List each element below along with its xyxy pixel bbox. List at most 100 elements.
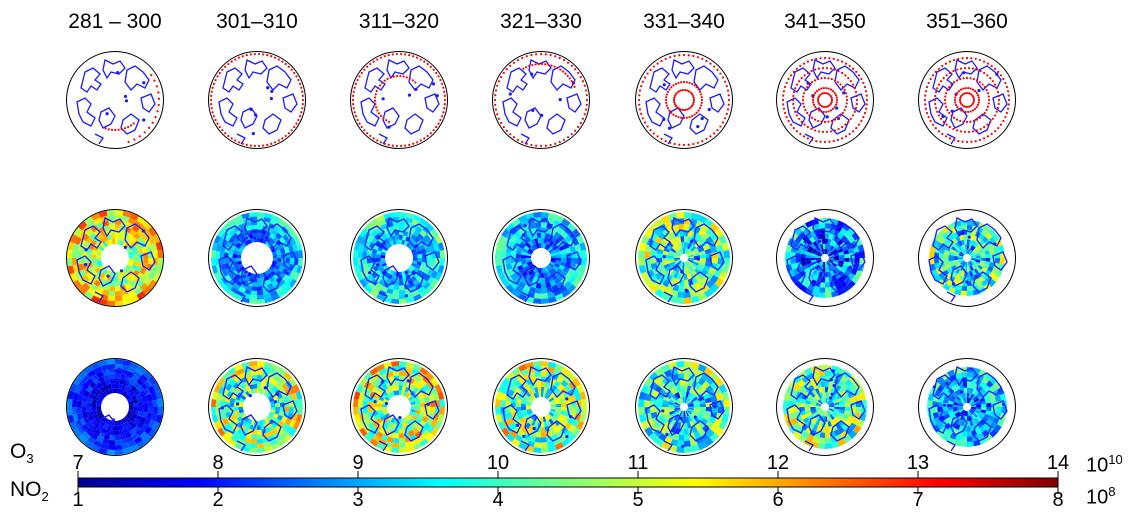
heat-cell xyxy=(139,431,149,441)
sampling-point xyxy=(713,132,716,135)
heat-cell xyxy=(948,258,954,262)
heat-cell xyxy=(272,258,278,262)
heat-cell xyxy=(128,217,137,225)
heat-cell xyxy=(825,243,828,249)
heat-cell xyxy=(684,422,688,429)
sampling-point xyxy=(374,96,377,99)
heat-cell xyxy=(567,371,577,381)
heat-cell xyxy=(812,397,818,403)
sampling-point xyxy=(851,67,855,70)
heat-cell xyxy=(417,286,426,294)
sampling-point xyxy=(956,91,959,95)
heat-cell xyxy=(948,411,955,417)
heat-cell xyxy=(937,228,946,237)
heat-cell xyxy=(229,266,236,273)
heat-cell xyxy=(792,430,802,440)
sampling-point xyxy=(583,113,586,116)
heat-cell xyxy=(984,372,993,381)
heat-cell xyxy=(947,381,955,389)
heat-cell xyxy=(687,258,694,262)
heat-cell xyxy=(558,413,565,420)
heat-cell xyxy=(960,436,967,442)
heat-cell xyxy=(121,293,130,301)
heat-cell xyxy=(433,243,440,252)
sampling-point xyxy=(816,98,820,102)
heat-cell xyxy=(978,248,985,254)
island-mark xyxy=(245,236,249,240)
heat-cell xyxy=(638,413,647,423)
sampling-point xyxy=(977,98,981,102)
heat-cell xyxy=(672,224,680,232)
heat-cell xyxy=(551,235,558,243)
coastline-segment xyxy=(950,107,968,129)
heat-cell xyxy=(417,393,424,400)
heat-cell xyxy=(957,269,963,276)
heat-cell xyxy=(709,371,720,382)
heat-cell xyxy=(581,407,587,415)
coastline-segment xyxy=(124,223,150,249)
coastline-segment xyxy=(928,97,948,127)
heat-cell xyxy=(412,279,420,286)
heat-cell xyxy=(401,271,406,277)
heat-cell xyxy=(268,383,275,390)
sampling-point xyxy=(564,72,567,75)
heat-cell xyxy=(667,431,675,439)
heat-cell xyxy=(280,430,289,439)
heat-cell xyxy=(554,247,561,253)
sampling-point xyxy=(804,108,807,112)
heat-cell xyxy=(579,414,587,423)
heat-cell xyxy=(970,409,975,413)
heat-cell xyxy=(380,372,389,380)
sampling-point xyxy=(672,84,675,87)
o3-map-4 xyxy=(491,208,591,308)
heat-cell xyxy=(274,264,281,271)
polar-map xyxy=(918,51,1016,149)
heat-cell xyxy=(541,272,545,279)
heat-cell xyxy=(221,269,229,277)
heat-cell xyxy=(434,384,443,393)
heat-cell xyxy=(553,277,561,285)
heat-cell xyxy=(684,397,688,404)
heat-cell xyxy=(689,414,695,421)
island-mark xyxy=(661,409,665,413)
island-mark xyxy=(662,83,666,87)
heat-cell xyxy=(107,214,115,221)
sampling-point xyxy=(825,130,829,134)
heat-cell xyxy=(405,366,414,373)
heat-cell xyxy=(837,232,845,240)
heat-cell xyxy=(391,275,396,281)
heat-cell xyxy=(517,394,524,401)
heat-cell xyxy=(419,386,427,394)
heat-cell xyxy=(250,438,257,444)
sampling-point xyxy=(375,89,378,93)
heat-cell xyxy=(227,367,237,376)
heat-cell xyxy=(832,268,838,275)
heat-cell xyxy=(692,261,700,266)
o3-map-7 xyxy=(917,208,1017,308)
heat-cell xyxy=(148,227,157,237)
heat-cell xyxy=(828,402,834,406)
heat-cell xyxy=(676,297,684,304)
heat-cell xyxy=(977,432,985,440)
sampling-point xyxy=(1006,107,1010,110)
heat-cell xyxy=(687,259,694,263)
coastline-segment xyxy=(649,225,671,251)
heat-cell xyxy=(837,248,844,254)
sampling-point xyxy=(257,52,261,56)
sampling-point xyxy=(496,113,499,116)
sampling-point xyxy=(435,71,438,75)
sampling-point xyxy=(795,67,798,70)
heat-cell xyxy=(399,447,407,453)
heat-cell xyxy=(413,293,422,302)
sampling-point xyxy=(395,144,399,148)
heat-cell xyxy=(371,427,379,435)
coastline-segment xyxy=(528,59,552,80)
sampling-point xyxy=(821,130,825,134)
sampling-point xyxy=(983,125,986,129)
sampling-point xyxy=(828,93,831,96)
heat-cell xyxy=(264,445,273,453)
heat-cell xyxy=(668,255,675,258)
heat-cell xyxy=(945,279,953,287)
heat-cell xyxy=(403,391,408,397)
heat-cell xyxy=(295,414,303,423)
